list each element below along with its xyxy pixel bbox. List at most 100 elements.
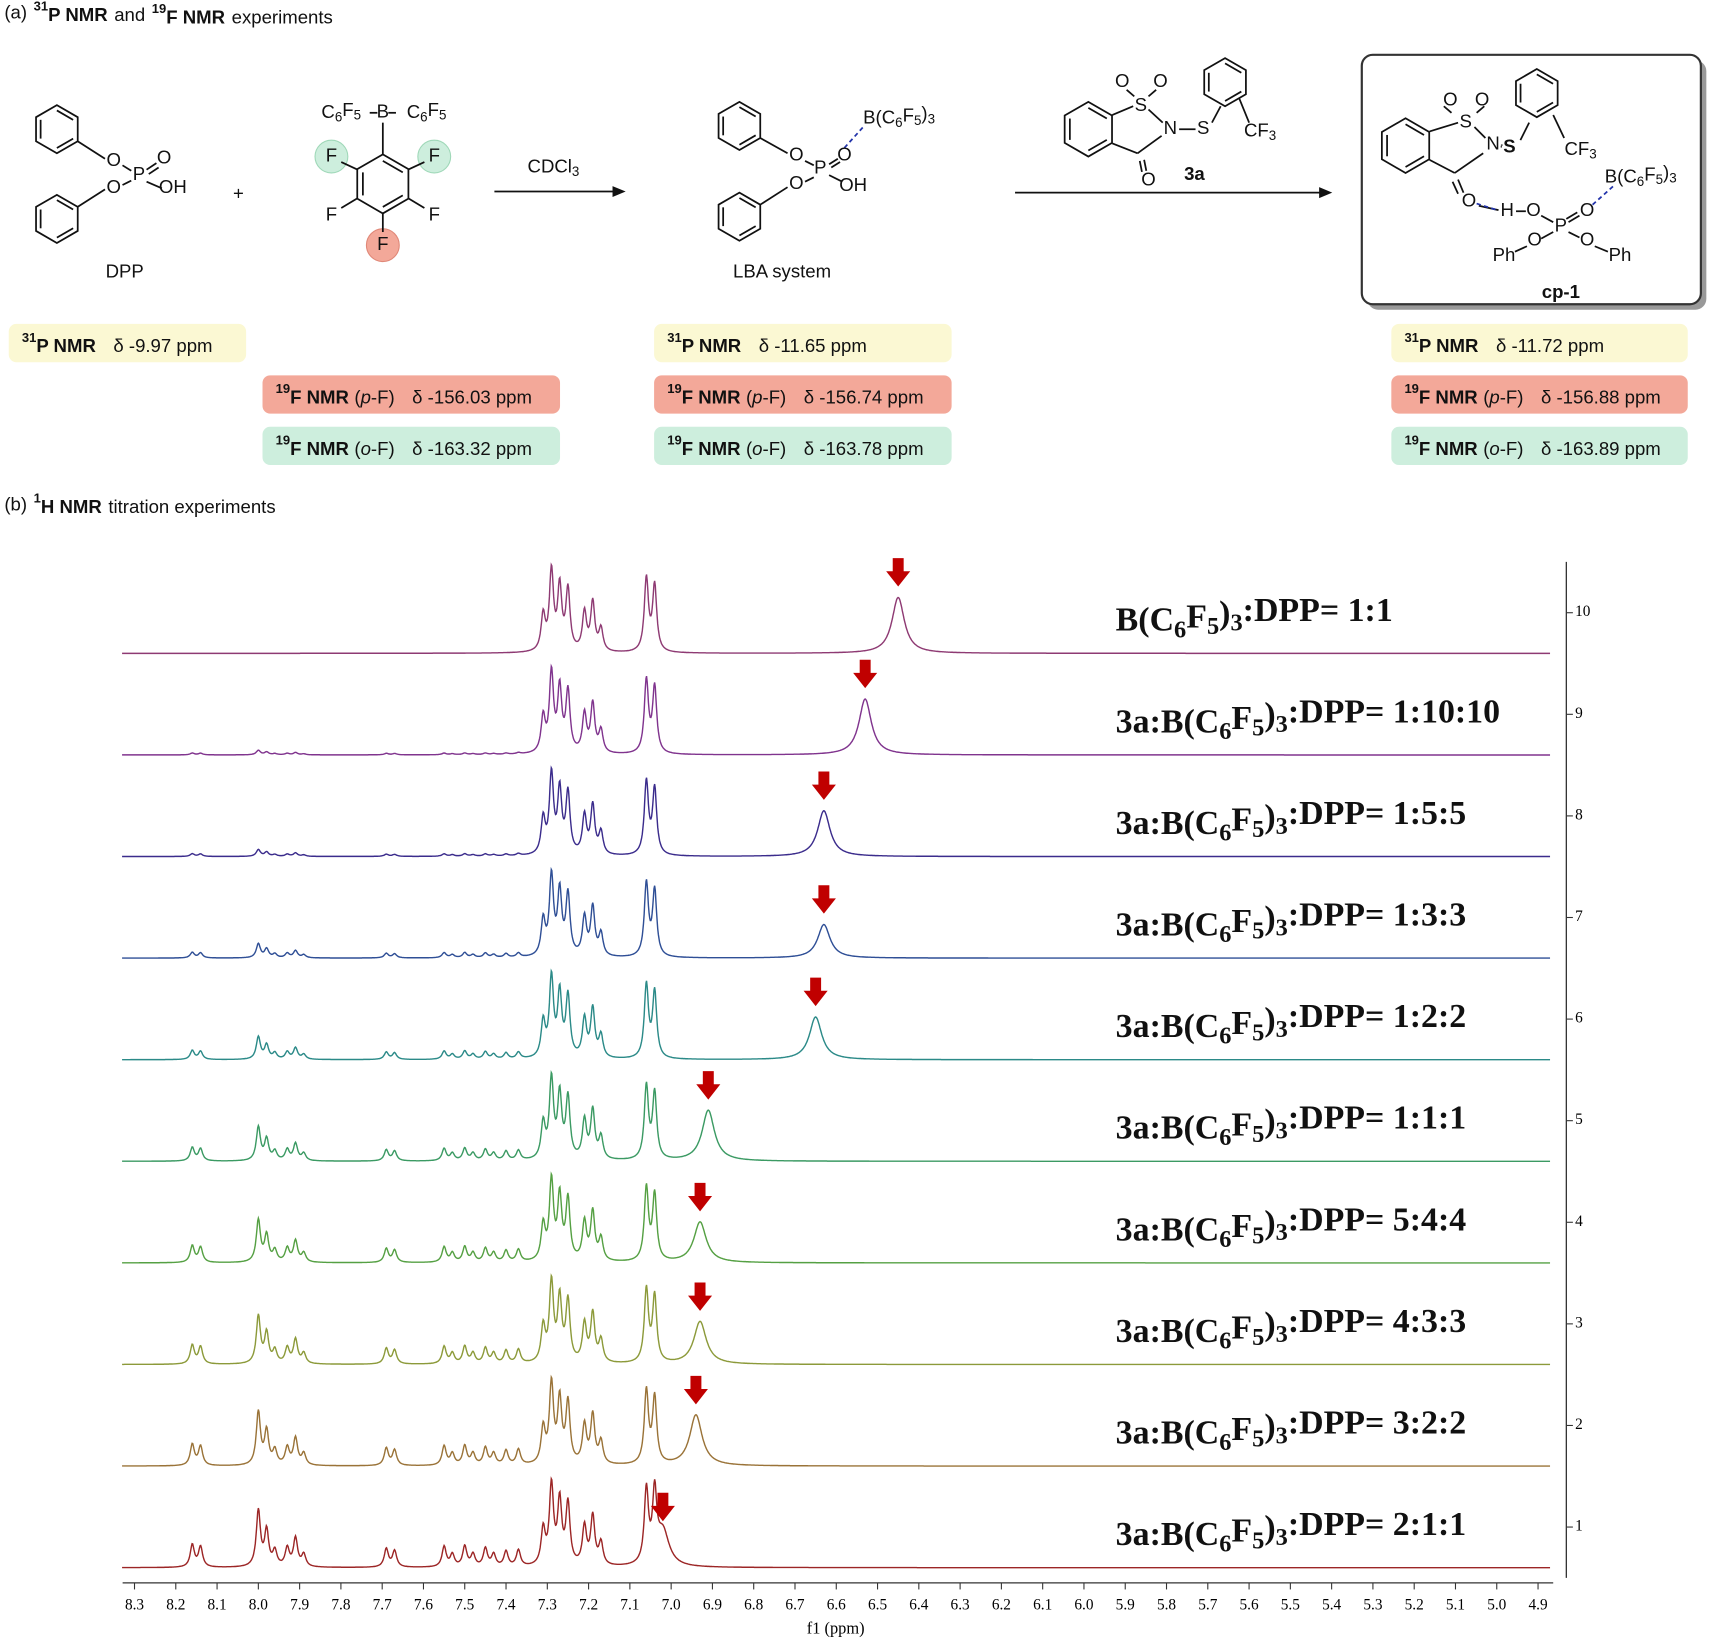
nmr-shift: 19F NMR (p-F) δ -156.03 ppm [276,382,532,408]
molecule-name: LBA system [733,260,831,281]
text-part: ) [1663,162,1669,183]
text-part: 3a:B(C [1116,1211,1220,1248]
atom-label: O [789,172,803,193]
nmr-shift: 19F NMR (o-F) δ -163.32 ppm [276,433,532,459]
bond [1540,214,1554,223]
text-part: :DPP= 5:4:4 [1288,1201,1466,1238]
spectrum-trace [122,1171,1551,1264]
bond [1429,159,1456,174]
o-f-highlight [417,139,452,174]
x-tick-label: 8.3 [125,1596,144,1613]
text-part: F NMR [166,6,225,27]
x-tick-label: 8.1 [208,1596,227,1613]
text-part: 6 [1219,1530,1231,1557]
text-part: titration experiments [108,496,275,517]
bond [1540,231,1554,240]
text-part: ) [921,103,927,124]
text-part: 31 [34,0,48,14]
text-part: 6 [420,109,427,124]
o-f-highlight [314,139,349,174]
nmr-shift: 31P NMR δ -11.65 ppm [667,330,867,356]
bond [340,161,359,171]
text-part: ) [1264,1001,1275,1038]
text-part: 3a:B(C [1116,1516,1220,1553]
text-part: -F) [371,387,395,408]
section-heading: (a) 31P NMR and 19F NMR experiments [4,0,332,27]
text-part: experiments [232,6,333,27]
atom-label: O [789,143,803,164]
x-tick-label: 6.0 [1074,1596,1093,1613]
nmr-box [8,323,247,363]
bond [828,158,839,165]
text-part: 3 [572,164,579,179]
x-tick-label: 5.1 [1446,1596,1465,1613]
legend-entry: 3a:B(C6F5)3:DPP= 1:2:2 [1116,998,1467,1049]
x-tick-label: 6.4 [909,1596,928,1613]
text-part: 3 [1276,1117,1288,1144]
y-tick-label: 7 [1575,908,1583,925]
text-part: 5 [1252,816,1264,843]
bond [1454,152,1484,174]
text-part: 31 [22,330,36,345]
text-part: 6 [1174,616,1186,643]
text-part: δ -163.78 ppm [804,438,924,459]
text-part: 5 [439,107,446,122]
atom-label: O [157,147,171,168]
text-part: 3 [1276,1320,1288,1347]
text-part: 3a:B(C [1116,1008,1220,1045]
y-tick-label: 2 [1575,1416,1583,1433]
atom-label: O [1526,199,1540,220]
bond [1238,98,1250,123]
atom-label: F [326,204,337,225]
text-part: 19 [667,433,681,448]
peak-arrow [688,1282,713,1311]
ring [1203,57,1247,108]
text-part: -F) [1500,438,1524,459]
text-part: 31 [1404,330,1418,345]
atom-label: O [1580,229,1594,250]
atom-label: OH [839,174,867,195]
x-tick-label: 7.2 [579,1596,598,1613]
atom-label: O [1580,199,1594,220]
text-part: 6 [1219,1022,1231,1049]
text-part: -F) [1500,387,1524,408]
text-part: B(C [1116,602,1174,639]
arrow-head [1319,187,1333,199]
text-part: :DPP= 1:1 [1243,592,1393,629]
bond [759,186,789,206]
nmr-shift: 31P NMR δ -9.97 ppm [22,330,213,356]
y-tick-label: 10 [1575,603,1591,620]
text-part: CF [1244,119,1269,140]
y-tick-label: 1 [1575,1518,1583,1535]
nmr-box [1391,426,1688,466]
atom-label: C6F5 [407,99,447,124]
section-heading: (b) 1H NMR titration experiments [4,491,275,517]
text-part: (a) [4,1,27,22]
nmr-box [262,375,561,414]
bond [1565,211,1578,220]
text-part: F [1231,1513,1252,1550]
bond [1514,245,1528,253]
atom-label: O [1527,229,1541,250]
text-part: CF [1564,138,1589,159]
x-tick-label: 6.9 [703,1596,722,1613]
spectrum-trace [122,1476,1551,1569]
double-bond [56,109,74,121]
bond [407,197,425,209]
spectrum-trace [122,1069,1551,1163]
bond [1473,126,1487,139]
x-tick-label: 6.1 [1033,1596,1052,1613]
x-tick-label: 7.4 [496,1596,515,1613]
text-part: 5 [1252,1222,1264,1249]
text-part: o [361,438,371,459]
double-bond [1536,73,1554,85]
bond [1457,179,1465,193]
bond [122,179,132,186]
legend-entry: 3a:B(C6F5)3:DPP= 3:2:2 [1116,1404,1467,1455]
text-part: F [1231,1005,1252,1042]
atom-label: O [107,149,121,170]
text-part: ( [354,387,361,408]
text-part: ) [1264,1103,1275,1140]
nmr-shift: 19F NMR (o-F) δ -163.78 ppm [667,433,923,459]
text-part: :DPP= 1:2:2 [1288,998,1466,1035]
